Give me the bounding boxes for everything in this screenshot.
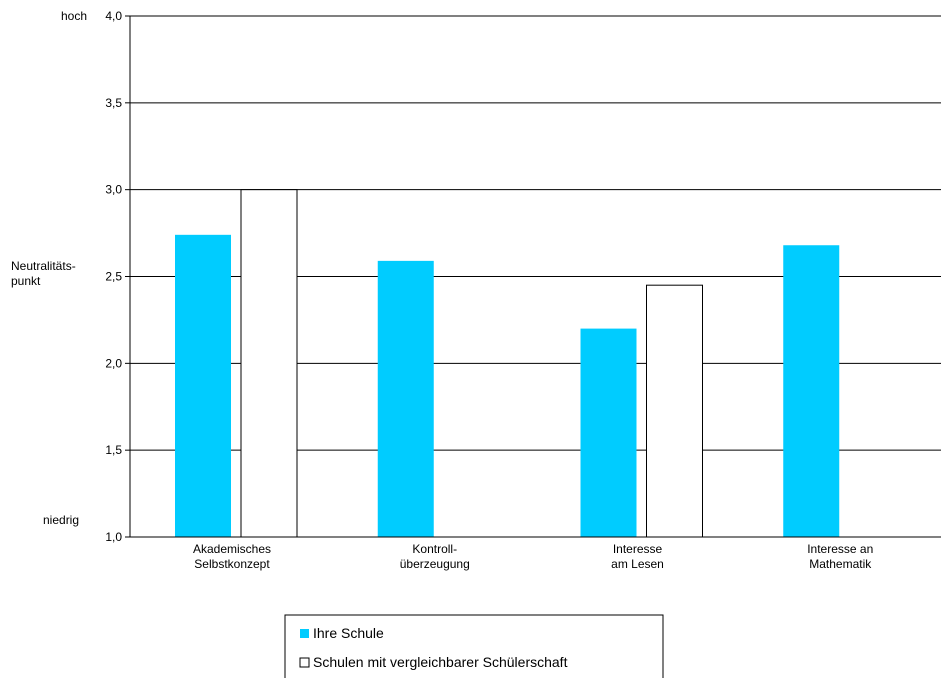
legend: Ihre Schule Schulen mit vergleichbarer Sc… bbox=[284, 614, 664, 678]
side-labels: hoch Neutralitäts-punkt niedrig bbox=[11, 9, 87, 527]
y-tick-label: 2,0 bbox=[105, 356, 122, 370]
side-label-low: niedrig bbox=[43, 513, 79, 527]
bar bbox=[240, 189, 298, 538]
category-label: Interesse am Lesen bbox=[611, 542, 664, 571]
y-tick-label: 4,0 bbox=[105, 9, 122, 23]
legend-swatch bbox=[299, 657, 310, 668]
category-label-line: Akademisches bbox=[193, 542, 271, 556]
category-label-line: Selbstkonzept bbox=[194, 557, 270, 571]
y-tick-labels: 1,0 1,5 2,0 2,5 3,0 3,5 4,0 bbox=[105, 9, 122, 544]
y-tick-label: 1,5 bbox=[105, 443, 122, 457]
category-label: Interesse an Mathematik bbox=[807, 542, 873, 571]
bars bbox=[175, 189, 840, 538]
category-label: Akademisches Selbstkonzept bbox=[193, 542, 271, 571]
legend-box bbox=[284, 614, 664, 678]
category-label-line: Interesse an bbox=[807, 542, 873, 556]
y-tick-label: 1,0 bbox=[105, 530, 122, 544]
side-label-neutral-line: punkt bbox=[11, 274, 41, 288]
side-label-neutral: Neutralitäts-punkt bbox=[11, 259, 76, 288]
y-tick-label: 3,0 bbox=[105, 183, 122, 197]
bar bbox=[580, 328, 637, 537]
category-label-line: Kontroll- bbox=[412, 542, 457, 556]
category-labels: Akademisches Selbstkonzept Kontroll-überze… bbox=[193, 542, 873, 571]
legend-label: Schulen mit vergleichbarer Schülerschaft bbox=[313, 654, 568, 670]
side-label-high: hoch bbox=[61, 9, 87, 23]
legend-swatch bbox=[300, 629, 309, 638]
y-tick-label: 2,5 bbox=[105, 270, 122, 284]
bar bbox=[646, 284, 703, 538]
axes bbox=[125, 15, 941, 538]
y-tick-label: 3,5 bbox=[105, 96, 122, 110]
category-label-line: überzeugung bbox=[400, 557, 470, 571]
side-label-neutral-line: Neutralitäts- bbox=[11, 259, 76, 273]
bar bbox=[377, 260, 434, 537]
category-label-line: am Lesen bbox=[611, 557, 664, 571]
bar bbox=[175, 234, 231, 537]
category-label-line: Interesse bbox=[613, 542, 663, 556]
bar bbox=[783, 245, 840, 538]
legend-label: Ihre Schule bbox=[313, 625, 384, 641]
category-label-line: Mathematik bbox=[809, 557, 872, 571]
category-label: Kontroll-überzeugung bbox=[400, 542, 470, 571]
